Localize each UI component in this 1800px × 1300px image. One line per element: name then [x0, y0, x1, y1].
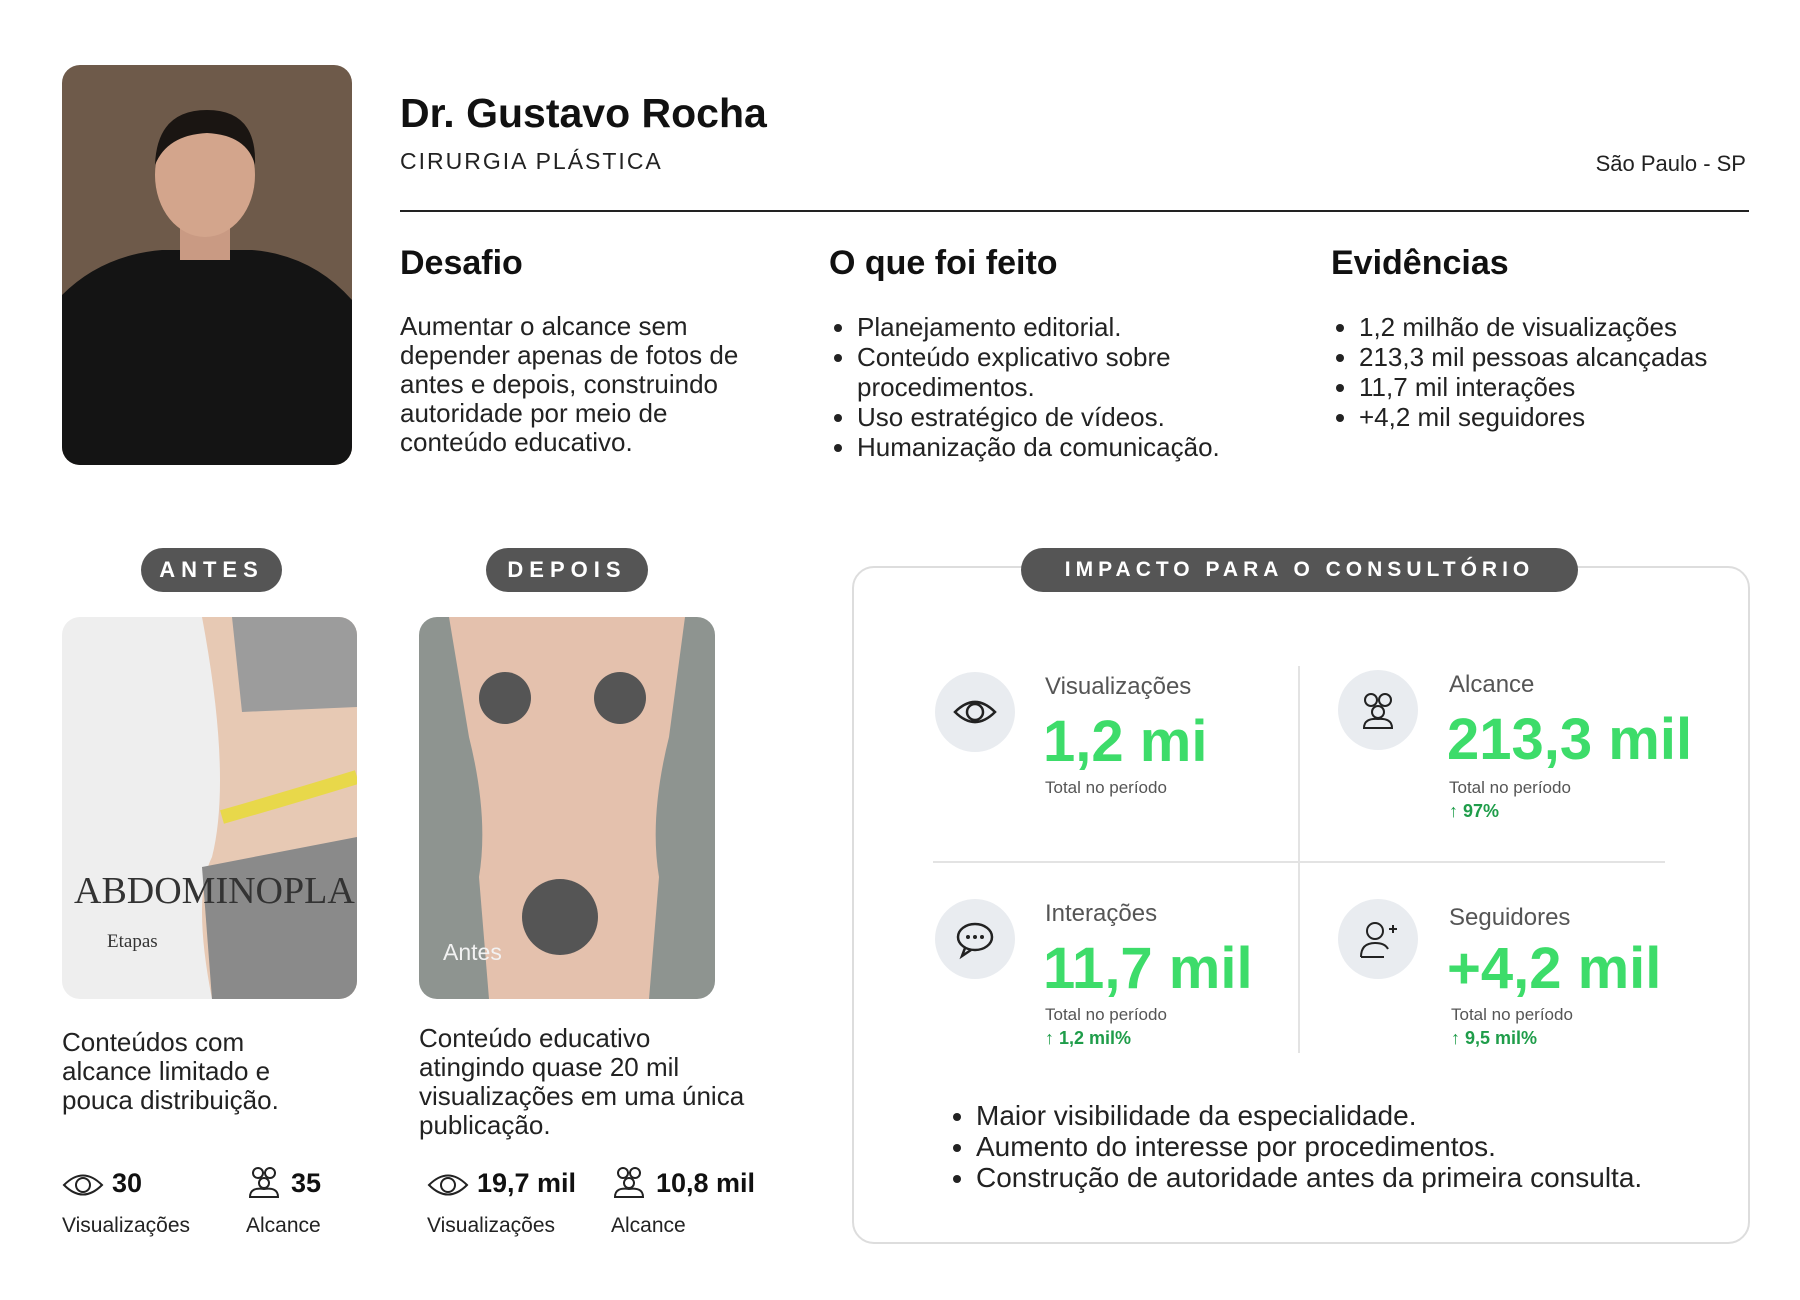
metric-change: ↑ 97% — [1449, 801, 1500, 821]
eye-icon — [427, 1174, 469, 1196]
caption: Conteúdo educativo atingindo quase 20 mi… — [419, 1023, 745, 1140]
eye-icon — [953, 700, 997, 724]
list-item: Humanização da comunicação. — [857, 432, 1317, 462]
chat-icon — [956, 922, 994, 960]
section-title: O que foi feito — [829, 244, 1058, 282]
metric-change: ↑ 9,5 mil% — [1451, 1028, 1538, 1048]
specialty: CIRURGIA PLÁSTICA — [400, 148, 663, 174]
divider — [1298, 666, 1300, 1053]
metric-note: Total no período — [1045, 1005, 1167, 1024]
divider — [933, 861, 1665, 863]
metric-label: Visualizações — [1045, 673, 1192, 700]
after-image: Antes — [419, 617, 715, 999]
before-image: ABDOMINOPLA Etapas — [62, 617, 357, 999]
list-item: 1,2 milhão de visualizações — [1359, 312, 1799, 342]
section-title: Evidências — [1331, 244, 1509, 282]
location: São Paulo - SP — [1595, 151, 1746, 176]
image-text: Etapas — [107, 931, 158, 952]
stat-label: Visualizações — [427, 1214, 556, 1237]
metric-label: Alcance — [1449, 671, 1535, 698]
metric-note: Total no período — [1045, 778, 1167, 797]
list-item: Uso estratégico de vídeos. — [857, 402, 1317, 432]
badge: IMPACTO PARA O CONSULTÓRIO — [1021, 548, 1578, 592]
caption: Conteúdos com alcance limitado e pouca d… — [62, 1027, 279, 1115]
metric-value: 11,7 mil — [1043, 936, 1253, 1001]
metric-note: Total no período — [1451, 1005, 1573, 1024]
stat-label: Alcance — [246, 1214, 321, 1237]
list-item: Maior visibilidade da especialidade. — [976, 1100, 1756, 1131]
list-item: +4,2 mil seguidores — [1359, 402, 1799, 432]
list-item: 213,3 mil pessoas alcançadas — [1359, 342, 1799, 372]
metric-change: ↑ 1,2 mil% — [1045, 1028, 1132, 1048]
stat-value: 35 — [291, 1168, 322, 1198]
metric-icon — [1338, 899, 1418, 979]
doctor-photo — [62, 65, 352, 465]
section-list: Planejamento editorial. Conteúdo explica… — [829, 312, 1317, 462]
list-item: Construção de autoridade antes da primei… — [976, 1162, 1756, 1193]
section-list: 1,2 milhão de visualizações 213,3 mil pe… — [1331, 312, 1799, 432]
metric-icon — [935, 672, 1015, 752]
list-item: Planejamento editorial. — [857, 312, 1317, 342]
metric-icon — [935, 899, 1015, 979]
section-paragraph: Aumentar o alcance sem depender apenas d… — [400, 311, 739, 457]
stat-value: 30 — [112, 1168, 143, 1198]
people-icon — [613, 1167, 645, 1198]
stat-label: Alcance — [611, 1214, 686, 1237]
metric-icon — [1338, 670, 1418, 750]
impact-list: Maior visibilidade da especialidade. Aum… — [948, 1100, 1756, 1193]
image-text: ABDOMINOPLA — [74, 870, 355, 912]
eye-icon — [62, 1174, 104, 1196]
list-item: 11,7 mil interações — [1359, 372, 1799, 402]
stat-value: 19,7 mil — [477, 1168, 577, 1198]
image-text: Antes — [443, 939, 502, 965]
metric-label: Interações — [1045, 900, 1158, 927]
stat-value: 10,8 mil — [656, 1168, 756, 1198]
divider — [400, 210, 1749, 212]
metric-value: 213,3 mil — [1447, 707, 1693, 772]
doctor-name: Dr. Gustavo Rocha — [400, 90, 767, 136]
people-icon — [248, 1167, 280, 1198]
list-item: Conteúdo explicativo sobre procedimentos… — [857, 342, 1317, 402]
metric-value: 1,2 mi — [1043, 709, 1208, 774]
list-item: Aumento do interesse por procedimentos. — [976, 1131, 1756, 1162]
metric-label: Seguidores — [1449, 904, 1571, 931]
metric-value: +4,2 mil — [1447, 936, 1662, 1001]
section-title: Desafio — [400, 244, 523, 282]
people-icon — [1362, 693, 1394, 729]
metric-note: Total no período — [1449, 778, 1571, 797]
add-user-icon — [1360, 922, 1397, 958]
badge: DEPOIS — [486, 548, 648, 592]
stat-label: Visualizações — [62, 1214, 191, 1237]
badge: ANTES — [141, 548, 282, 592]
